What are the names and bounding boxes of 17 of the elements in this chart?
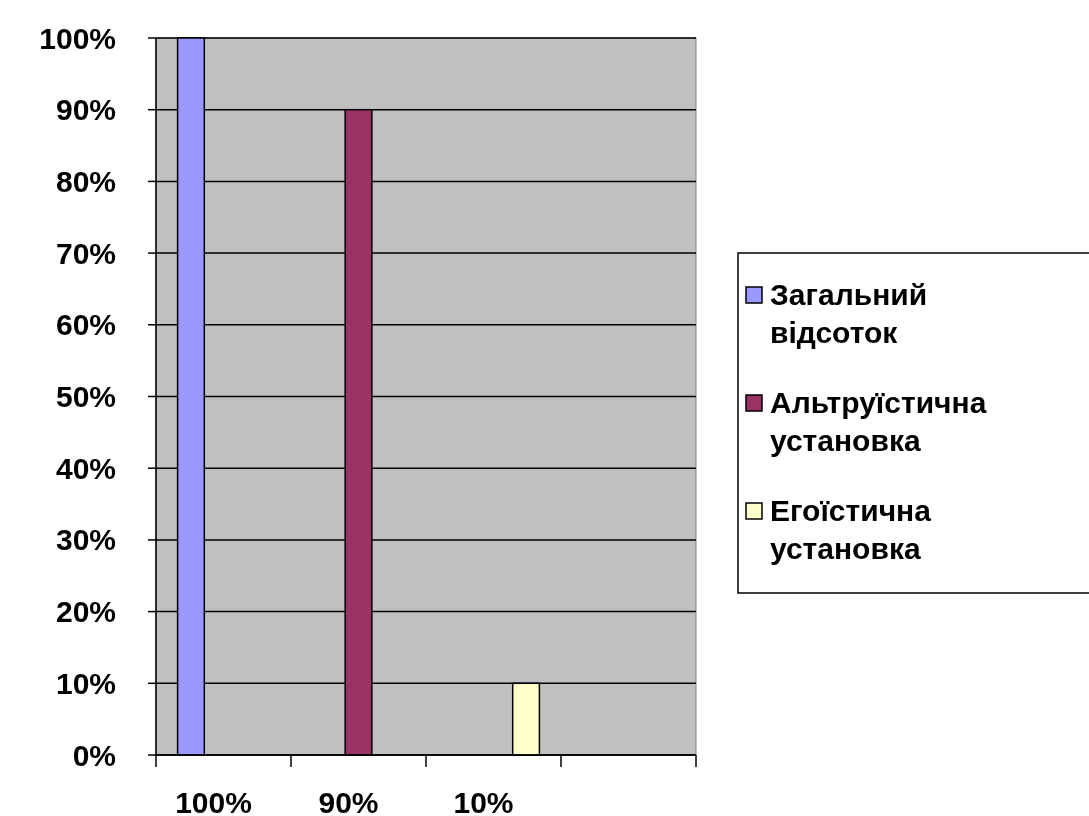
y-tick-label: 80% <box>55 164 116 198</box>
y-tick-label: 20% <box>55 595 116 629</box>
x-tick-label: 90% <box>318 786 379 816</box>
y-tick-label: 50% <box>55 380 116 413</box>
y-tick-label: 70% <box>55 236 116 270</box>
x-tick-label: 10% <box>453 786 514 816</box>
y-tick-label: 40% <box>55 451 116 485</box>
x-tick-label: 100% <box>175 786 252 816</box>
legend-label: Альтруїстична установка <box>770 386 987 457</box>
y-tick-label: 10% <box>55 666 116 700</box>
y-tick-label: 30% <box>55 523 116 557</box>
y-tick-label: 0% <box>72 738 116 772</box>
legend-label: Загальний відсоток <box>770 278 928 349</box>
legend-label: Егоїстична установка <box>770 494 932 565</box>
y-tick-label: 60% <box>55 308 116 342</box>
y-tick-label: 90% <box>55 93 116 127</box>
y-tick-label: 100% <box>39 21 116 55</box>
